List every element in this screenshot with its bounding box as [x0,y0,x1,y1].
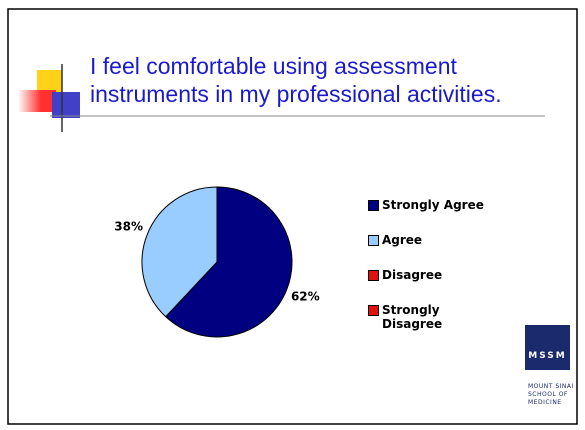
legend-swatch [368,305,379,316]
slide-title: I feel comfortable using assessment inst… [90,53,502,107]
deco-blue [52,92,80,118]
pie-slice [141,186,218,318]
slide-border [7,8,578,425]
pie: 62% 38% [114,186,320,338]
logo-line: SCHOOL OF [528,391,568,398]
legend-label: Disagree [382,268,443,282]
legend-swatch [368,235,379,246]
logo-line: MOUNT SINAI [528,383,574,390]
legend-swatch [368,270,379,281]
legend-label: Strongly Disagree [382,303,443,331]
logo-line: MEDICINE [528,399,562,406]
deco-red [18,90,56,112]
legend-label: Agree [382,233,423,247]
pie-slice [164,186,293,338]
legend-label: Strongly Agree [382,198,484,212]
logo-box [525,325,570,370]
legend-swatch [368,200,379,211]
data-label: 38% [114,220,143,234]
logo-monogram: MSSM [528,351,566,361]
data-label: 62% [291,289,320,303]
